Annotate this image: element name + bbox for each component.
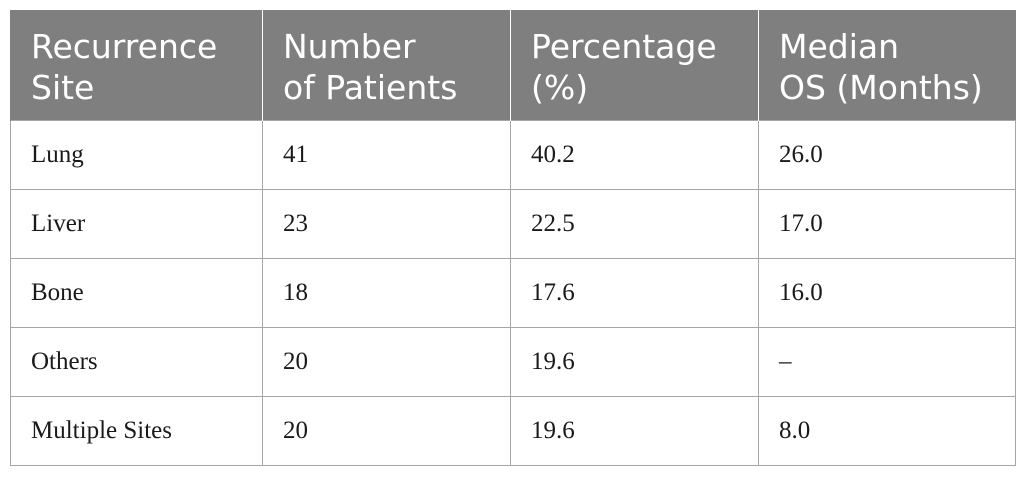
cell-median-os: 26.0	[758, 120, 1016, 190]
header-line: Median	[779, 27, 900, 66]
cell-patients: 18	[262, 258, 511, 328]
table-row: Bone 18 17.6 16.0	[10, 258, 1016, 328]
cell-site: Lung	[10, 120, 263, 190]
cell-site: Bone	[10, 258, 263, 328]
cell-patients: 41	[262, 120, 511, 190]
cell-median-os: 17.0	[758, 189, 1016, 259]
cell-percentage: 19.6	[510, 396, 759, 466]
header-line: Site	[31, 68, 95, 107]
table-row: Lung 41 40.2 26.0	[10, 120, 1016, 190]
recurrence-site-table: Recurrence Site Number of Patients Perce…	[10, 10, 1016, 466]
cell-patients: 20	[262, 396, 511, 466]
header-line: Recurrence	[31, 27, 218, 66]
table-row: Others 20 19.6 –	[10, 327, 1016, 397]
header-line: Percentage	[531, 27, 717, 66]
header-line: OS (Months)	[779, 68, 983, 107]
table-row: Multiple Sites 20 19.6 8.0	[10, 396, 1016, 466]
header-line: (%)	[531, 68, 589, 107]
cell-patients: 23	[262, 189, 511, 259]
cell-percentage: 22.5	[510, 189, 759, 259]
cell-median-os: 8.0	[758, 396, 1016, 466]
cell-median-os: –	[758, 327, 1016, 397]
recurrence-table-container: Recurrence Site Number of Patients Perce…	[10, 10, 1016, 466]
table-row: Liver 23 22.5 17.0	[10, 189, 1016, 259]
cell-percentage: 19.6	[510, 327, 759, 397]
table-body: Lung 41 40.2 26.0 Liver 23 22.5 17.0 Bon…	[10, 120, 1016, 466]
header-recurrence-site: Recurrence Site	[10, 10, 263, 121]
cell-percentage: 40.2	[510, 120, 759, 190]
cell-percentage: 17.6	[510, 258, 759, 328]
cell-site: Multiple Sites	[10, 396, 263, 466]
cell-patients: 20	[262, 327, 511, 397]
header-percentage: Percentage (%)	[510, 10, 759, 121]
table-header: Recurrence Site Number of Patients Perce…	[10, 10, 1016, 121]
header-row: Recurrence Site Number of Patients Perce…	[10, 10, 1016, 121]
header-line: Number	[283, 27, 416, 66]
header-number-of-patients: Number of Patients	[262, 10, 511, 121]
cell-median-os: 16.0	[758, 258, 1016, 328]
cell-site: Liver	[10, 189, 263, 259]
header-line: of Patients	[283, 68, 458, 107]
header-median-os: Median OS (Months)	[758, 10, 1016, 121]
cell-site: Others	[10, 327, 263, 397]
